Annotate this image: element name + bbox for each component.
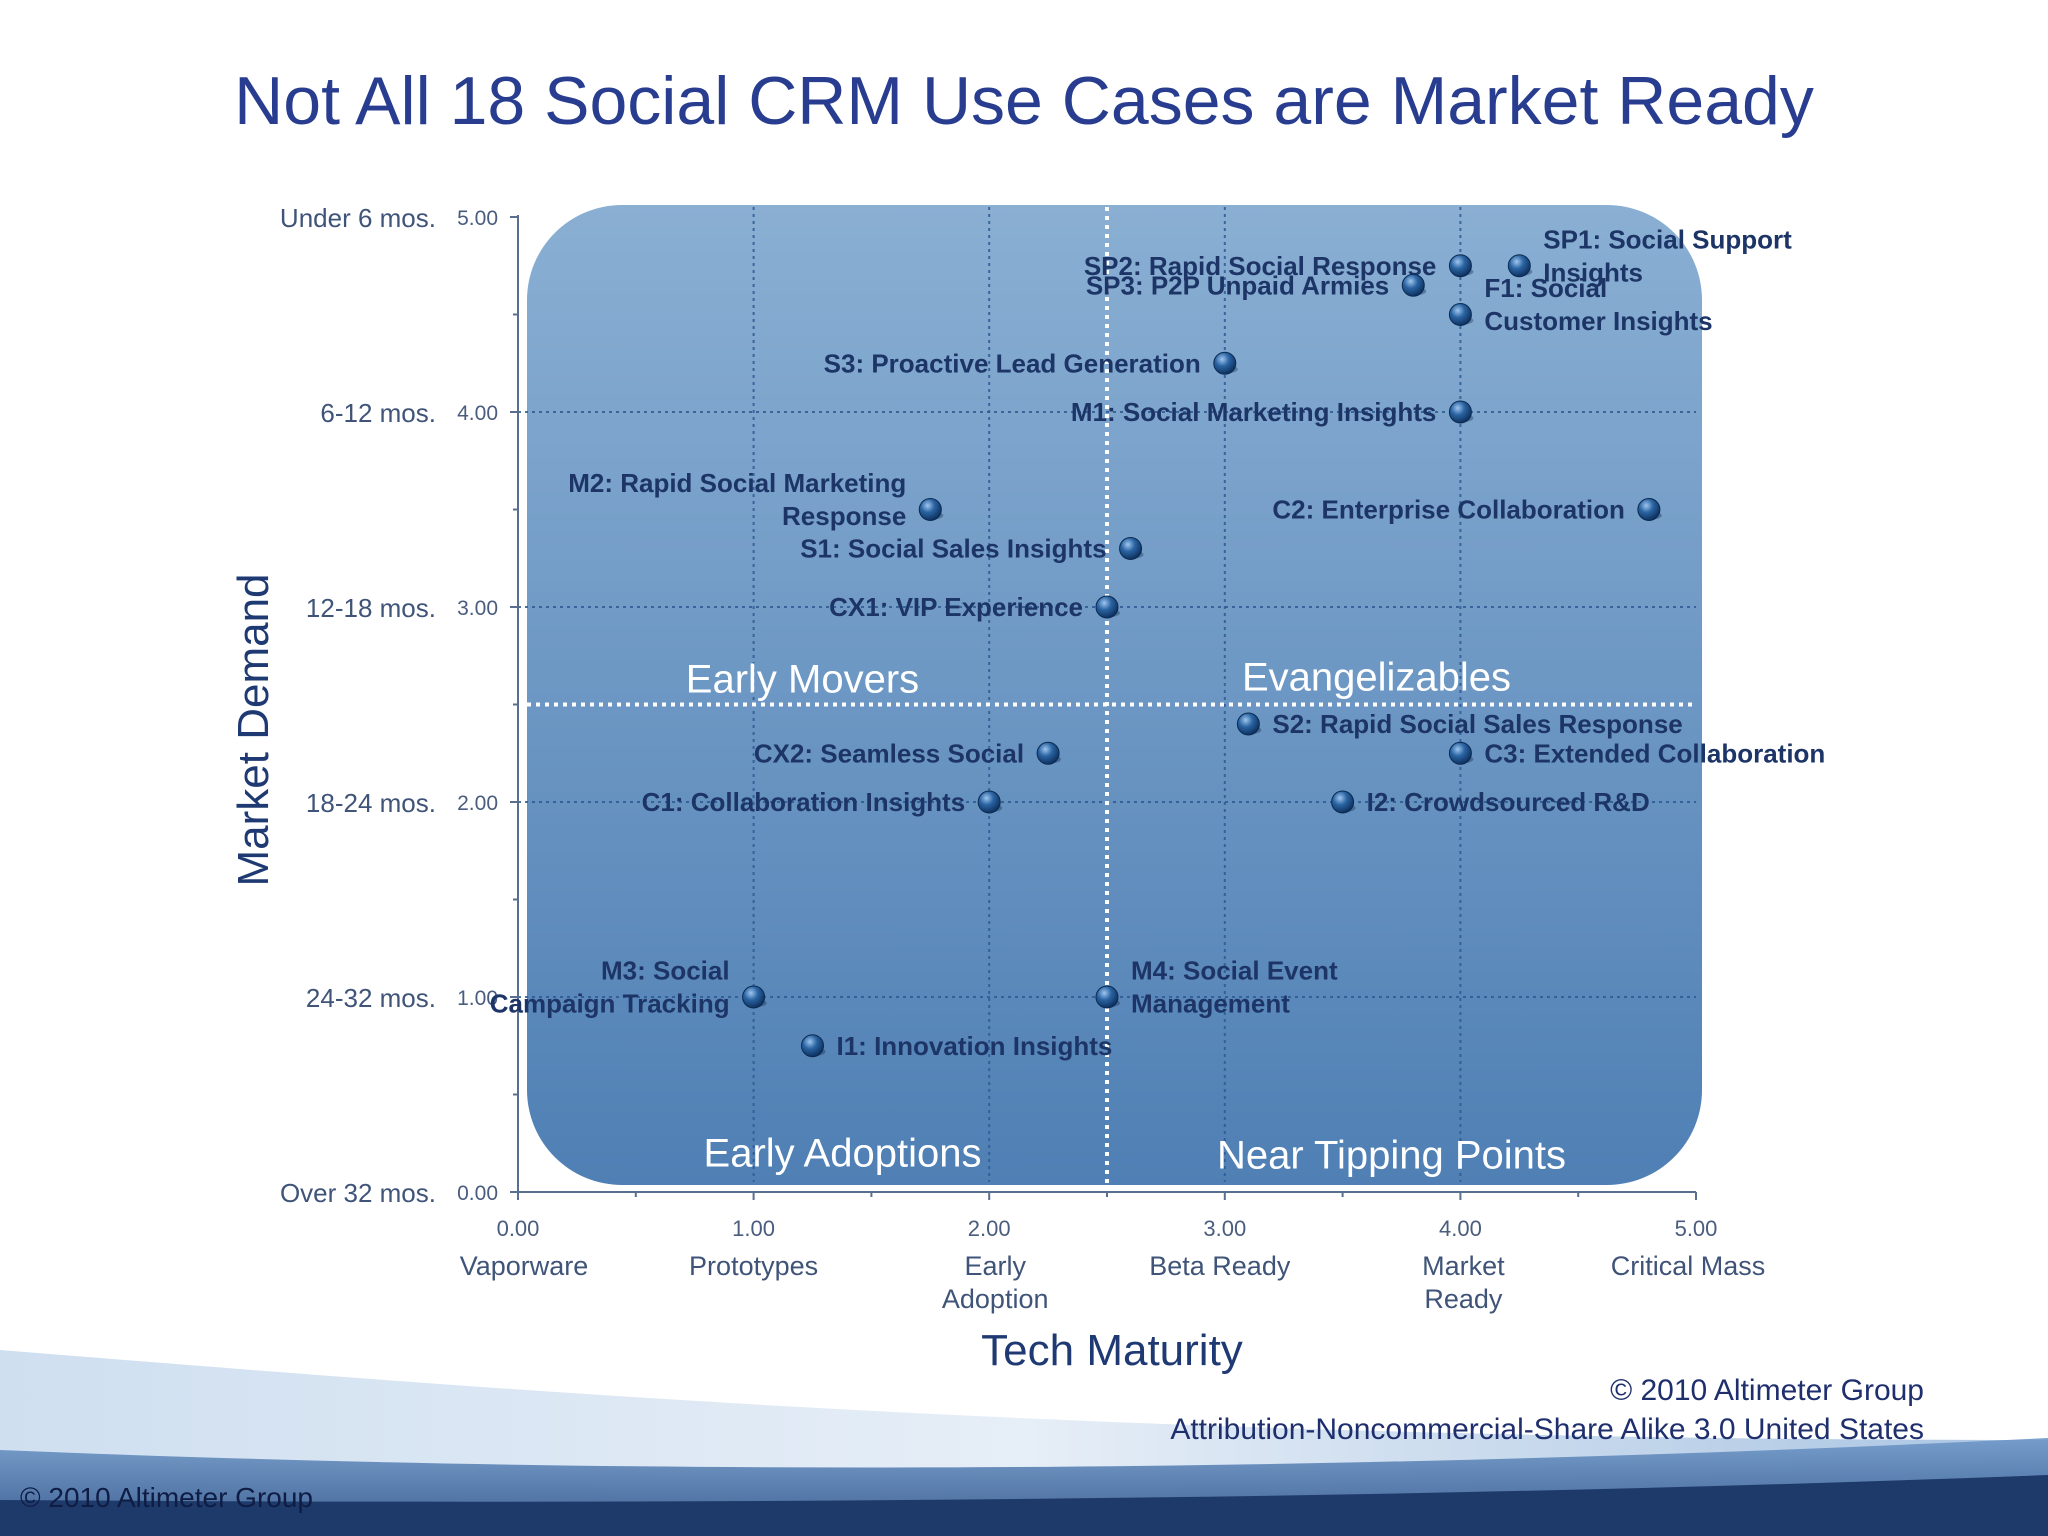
data-point: [1036, 741, 1060, 765]
data-point: [1119, 537, 1143, 560]
x-tick-label: Prototypes: [689, 1251, 818, 1281]
data-point-label: Campaign Tracking: [490, 989, 730, 1019]
data-point-label: CX2: Seamless Social: [754, 738, 1024, 768]
data-point-label: M2: Rapid Social Marketing: [568, 468, 906, 498]
quadrant-label: Near Tipping Points: [1217, 1134, 1566, 1178]
x-tick-number: 1.00: [732, 1216, 775, 1241]
y-tick-label: 24-32 mos.: [306, 983, 436, 1013]
y-tick-number: 0.00: [457, 1182, 498, 1205]
data-point: [977, 790, 1001, 814]
data-point: [1095, 595, 1119, 619]
data-point: [1095, 985, 1119, 1009]
data-point-label: C1: Collaboration Insights: [642, 787, 966, 817]
data-point: [801, 1034, 824, 1058]
axes: 0.00 Over 32 mos. 1.00 24-32 mos. 2.00 18-24 …: [280, 203, 1765, 1314]
x-tick-label: Beta Ready: [1149, 1251, 1291, 1281]
data-point-label: SP2: Rapid Social Response: [1084, 251, 1437, 281]
data-point: [1448, 303, 1472, 326]
y-tick-label: 6-12 mos.: [320, 398, 436, 428]
data-point-label: M1: Social Marketing Insights: [1071, 397, 1437, 427]
quadrant-label: Evangelizables: [1242, 656, 1511, 700]
data-point: [1401, 273, 1425, 297]
y-axis-title: Market Demand: [229, 573, 278, 886]
x-tick-number: 2.00: [968, 1216, 1011, 1241]
quadrant-label: Early Movers: [686, 658, 919, 702]
y-tick-number: 1.00: [457, 987, 498, 1010]
license-credit: Attribution-Noncommercial-Share Alike 3.…: [1170, 1413, 1924, 1446]
footer-wave: [0, 1350, 2048, 1536]
x-tick-number: 4.00: [1439, 1216, 1482, 1241]
y-tick-number: 5.00: [457, 207, 498, 230]
y-tick-number: 3.00: [457, 597, 498, 620]
data-point-label: M3: Social: [601, 956, 730, 986]
data-point-label: Response: [782, 501, 906, 531]
x-tick-number: 0.00: [497, 1216, 540, 1241]
data-point-label: I1: Innovation Insights: [837, 1031, 1113, 1061]
quadrant-label: Early Adoptions: [704, 1132, 982, 1176]
data-point-label: SP1: Social Support: [1543, 224, 1792, 254]
data-point: [1331, 790, 1355, 814]
chart: 0.00 Over 32 mos. 1.00 24-32 mos. 2.00 18-24 …: [229, 203, 1826, 1375]
x-tick-label: Market: [1422, 1251, 1505, 1281]
data-point: [1448, 254, 1472, 278]
x-tick-label: Adoption: [942, 1284, 1049, 1314]
data-point-label: C3: Extended Collaboration: [1484, 738, 1825, 768]
data-point-label: S2: Rapid Social Sales Response: [1272, 709, 1682, 739]
data-point-label: S1: Social Sales Insights: [800, 534, 1106, 564]
data-point-label: F1: Social: [1484, 273, 1607, 303]
y-tick-label: 18-24 mos.: [306, 788, 436, 818]
data-point: [742, 985, 766, 1009]
x-tick-label: Ready: [1424, 1284, 1503, 1314]
data-point-label: Customer Insights: [1484, 306, 1712, 336]
x-tick-label: Early: [964, 1251, 1026, 1281]
data-point-label: Insights: [1543, 257, 1643, 287]
y-tick-label: Over 32 mos.: [280, 1178, 436, 1208]
data-point-label: SP3: P2P Unpaid Armies: [1086, 270, 1389, 300]
y-tick-number: 4.00: [457, 402, 498, 425]
footer-credit: © 2010 Altimeter Group: [20, 1482, 314, 1513]
y-tick-number: 2.00: [457, 792, 498, 815]
quadrant-labels: Early Movers Evangelizables Early Adoption…: [686, 656, 1566, 1178]
copyright-credit: © 2010 Altimeter Group: [1610, 1374, 1924, 1407]
chart-panel: [527, 205, 1702, 1185]
data-point-label: Management: [1131, 989, 1290, 1019]
data-point-label: M4: Social Event: [1131, 956, 1338, 986]
data-point: [1637, 498, 1661, 521]
data-point-label: S3: Proactive Lead Generation: [824, 348, 1201, 378]
x-tick-number: 3.00: [1203, 1216, 1246, 1241]
x-tick-number: 5.00: [1675, 1216, 1718, 1241]
data-point-label: I2: Crowdsourced R&D: [1367, 787, 1650, 817]
x-tick-label: Vaporware: [460, 1251, 589, 1281]
slide-title: Not All 18 Social CRM Use Cases are Mark…: [234, 63, 1814, 139]
x-tick-label: Critical Mass: [1611, 1251, 1766, 1281]
data-point: [1448, 741, 1472, 765]
y-tick-label: Under 6 mos.: [280, 203, 436, 233]
data-point: [1213, 351, 1237, 375]
x-axis-title: Tech Maturity: [981, 1326, 1243, 1375]
data-point-label: CX1: VIP Experience: [829, 592, 1083, 622]
data-point: [1236, 712, 1260, 736]
data-point: [1507, 254, 1531, 278]
data-point: [1448, 400, 1472, 424]
data-point-label: C2: Enterprise Collaboration: [1272, 495, 1625, 525]
y-tick-label: 12-18 mos.: [306, 593, 436, 623]
data-point: [918, 498, 942, 521]
